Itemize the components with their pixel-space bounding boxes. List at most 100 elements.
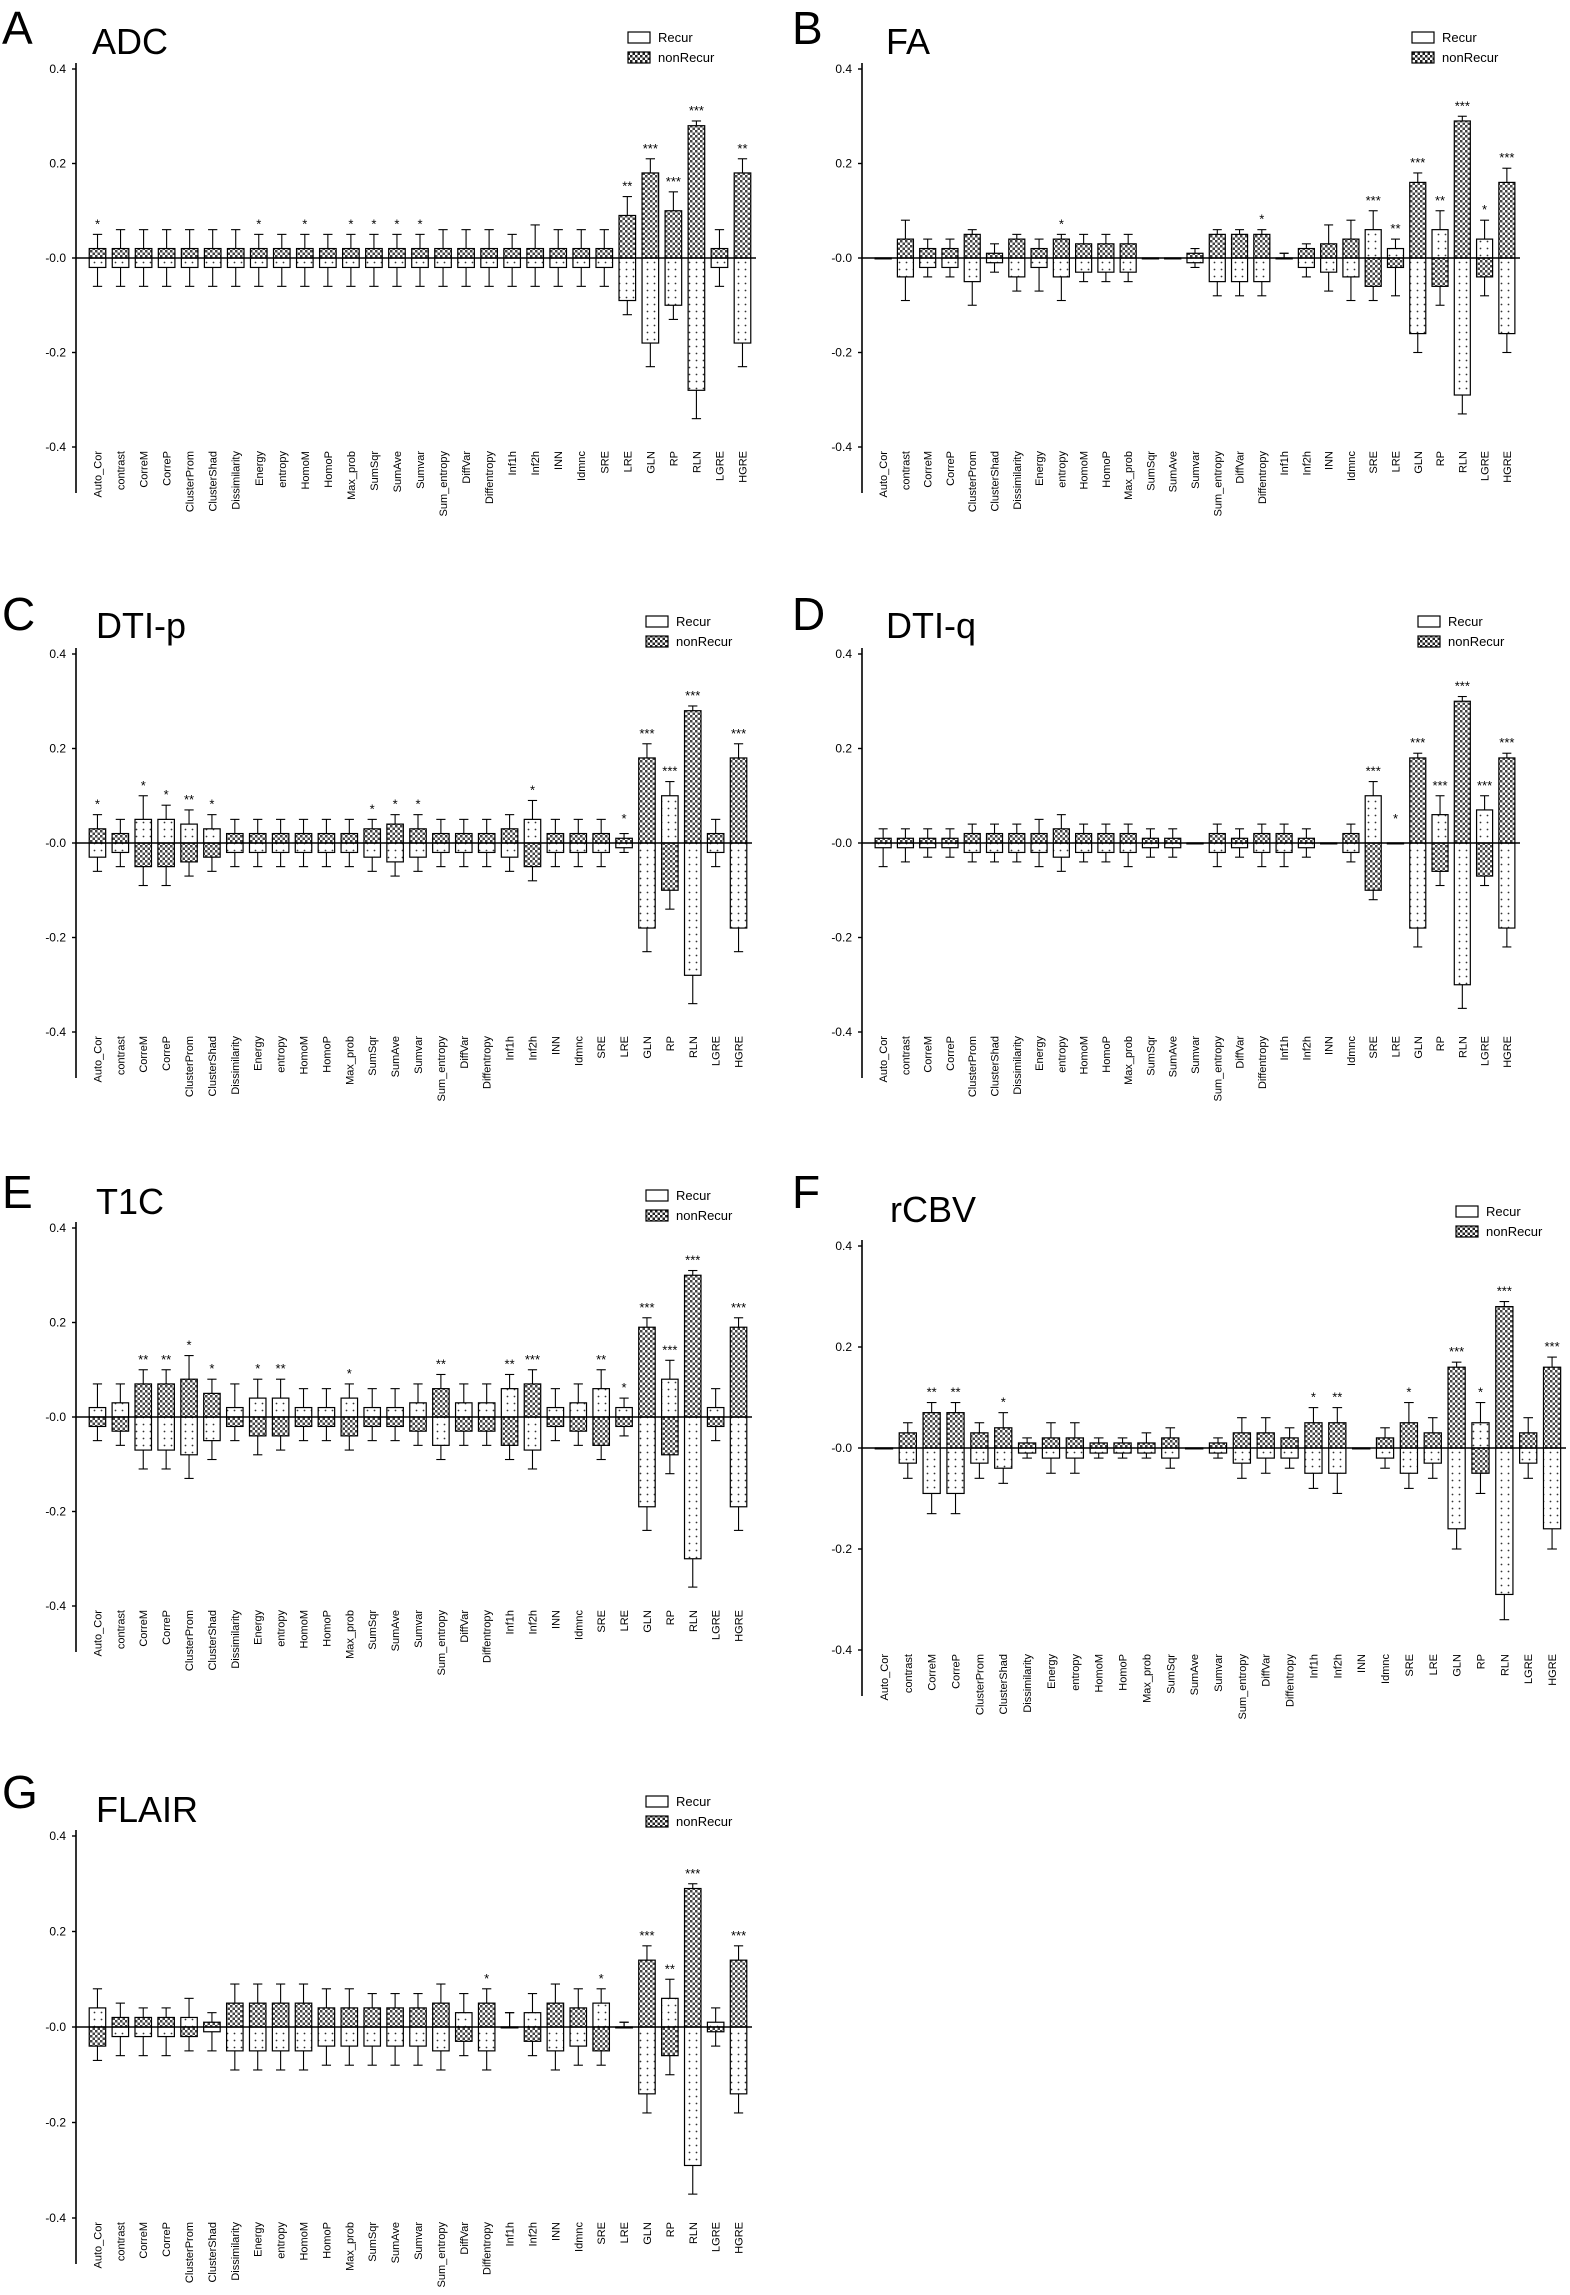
x-tick-label: Inf2h — [1332, 1654, 1344, 1678]
bar-nonrecur — [88, 1416, 107, 1428]
significance-marker: *** — [1366, 193, 1381, 208]
significance-marker: *** — [1497, 1284, 1512, 1299]
bar-nonrecur — [1399, 1422, 1419, 1449]
x-tick-label: RP — [665, 1610, 677, 1625]
legend: Recur nonRecur — [1417, 614, 1505, 649]
bar-recur — [592, 842, 611, 854]
bar-recur — [1423, 1447, 1442, 1464]
bar-recur — [922, 1447, 941, 1495]
bar-nonrecur — [549, 247, 568, 259]
bar-recur — [248, 1397, 267, 1418]
x-tick-label: INN — [1356, 1654, 1368, 1673]
bar-nonrecur — [664, 210, 683, 259]
bar-nonrecur — [111, 1416, 130, 1432]
significance-marker: *** — [1455, 98, 1470, 113]
panel-b: B FA 0.4 0.2 -0.0 -0.2 -0.4 Auto_Cor contrast Cor… — [792, 2, 1520, 516]
bar-recur — [592, 1388, 611, 1418]
bar-recur — [272, 257, 291, 269]
significance-marker: * — [394, 216, 399, 231]
bar-nonrecur — [941, 247, 959, 259]
bar-recur — [294, 1406, 313, 1418]
bar-recur — [683, 842, 702, 976]
x-tick-label: Dissimilarity — [230, 2222, 242, 2281]
x-tick-label: LGRE — [711, 1036, 723, 1066]
bar-recur — [432, 2026, 450, 2052]
bar-recur — [295, 257, 314, 269]
legend-label-nonrecur: nonRecur — [676, 1814, 733, 1829]
bar-nonrecur — [1030, 247, 1048, 259]
x-tick-label: Sumvar — [413, 1036, 425, 1074]
significance-marker: *** — [662, 1342, 677, 1357]
significance-marker: ** — [505, 1356, 515, 1371]
bar-recur — [1471, 1422, 1490, 1449]
significance-marker: ** — [737, 141, 747, 156]
y-tick-label: 0.2 — [49, 1925, 66, 1939]
x-tick-label: ClusterShad — [208, 451, 220, 512]
x-tick-label: CorreM — [927, 1654, 939, 1691]
x-tick-label: CorreP — [161, 1610, 173, 1645]
x-tick-label: INN — [550, 1610, 562, 1629]
bar-recur — [661, 1378, 679, 1418]
significance-marker: *** — [1366, 764, 1381, 779]
significance-marker: * — [141, 778, 146, 793]
x-tick-label: Auto_Cor — [878, 1036, 890, 1083]
bar-recur — [569, 1402, 588, 1418]
bar-nonrecur — [641, 172, 660, 259]
bar-recur — [454, 842, 473, 854]
x-tick-label: HomoM — [1094, 1654, 1106, 1693]
x-tick-label: CorreM — [923, 451, 935, 488]
x-tick-label: Auto_Cor — [92, 1036, 104, 1083]
bar-nonrecur — [1364, 257, 1382, 287]
x-tick-label: contrast — [115, 2222, 127, 2261]
x-tick-label: entropy — [276, 2222, 288, 2259]
bar-nonrecur — [572, 247, 591, 259]
bar-recur — [1232, 1447, 1252, 1464]
x-tick-label: Max_prob — [346, 451, 358, 500]
bar-nonrecur — [970, 1432, 989, 1449]
bar-recur — [1453, 257, 1471, 396]
x-tick-label: Inf1h — [1308, 1654, 1320, 1678]
x-tick-label: SumSqr — [367, 2222, 379, 2262]
y-tick-label: -0.4 — [45, 1599, 66, 1613]
x-tick-label: RP — [665, 1036, 677, 1051]
bar-recur — [477, 2026, 496, 2052]
legend-swatch-recur — [645, 1795, 669, 1808]
y-tick-label: -0.4 — [45, 1025, 66, 1039]
bar-recur — [1161, 1447, 1180, 1459]
bar-nonrecur — [661, 2026, 679, 2057]
panel-a: A ADC 0.4 0.2 -0.0 -0.2 -0.4 * Auto_Cor contrast C… — [2, 2, 756, 516]
bar-nonrecur — [1423, 1432, 1442, 1449]
y-tick-label: -0.0 — [831, 836, 852, 850]
legend-swatch-recur — [1411, 31, 1435, 44]
bar-recur — [134, 1416, 153, 1451]
bar-nonrecur — [363, 828, 382, 844]
bar-nonrecur — [523, 2026, 542, 2042]
bar-recur — [1065, 1447, 1085, 1459]
significance-marker: * — [370, 801, 375, 816]
bar-recur — [618, 257, 637, 302]
bar-recur — [294, 2026, 313, 2052]
x-tick-label: Idmnc — [1346, 1036, 1358, 1066]
bar-recur — [1386, 247, 1405, 259]
bar-nonrecur — [363, 1416, 382, 1428]
x-tick-label: Energy — [1046, 1654, 1058, 1689]
x-tick-label: HGRE — [1502, 451, 1514, 483]
bar-recur — [88, 2007, 107, 2028]
bar-recur — [1542, 1447, 1562, 1530]
x-tick-label: Energy — [1034, 451, 1046, 486]
bar-recur — [340, 1397, 359, 1418]
bar-nonrecur — [1498, 757, 1516, 844]
x-tick-label: RLN — [688, 1036, 700, 1058]
bar-recur — [1008, 257, 1026, 278]
bar-nonrecur — [1304, 1422, 1323, 1449]
bar-nonrecur — [1280, 1437, 1299, 1449]
bar-recur — [225, 842, 244, 854]
x-tick-label: Sum_entropy — [436, 1036, 448, 1102]
y-tick-label: -0.0 — [831, 251, 852, 265]
bar-recur — [225, 1406, 244, 1418]
bar-recur — [477, 842, 496, 854]
significance-marker: * — [417, 216, 422, 231]
bar-nonrecur — [1256, 1432, 1275, 1449]
x-tick-label: LRE — [619, 2222, 631, 2243]
